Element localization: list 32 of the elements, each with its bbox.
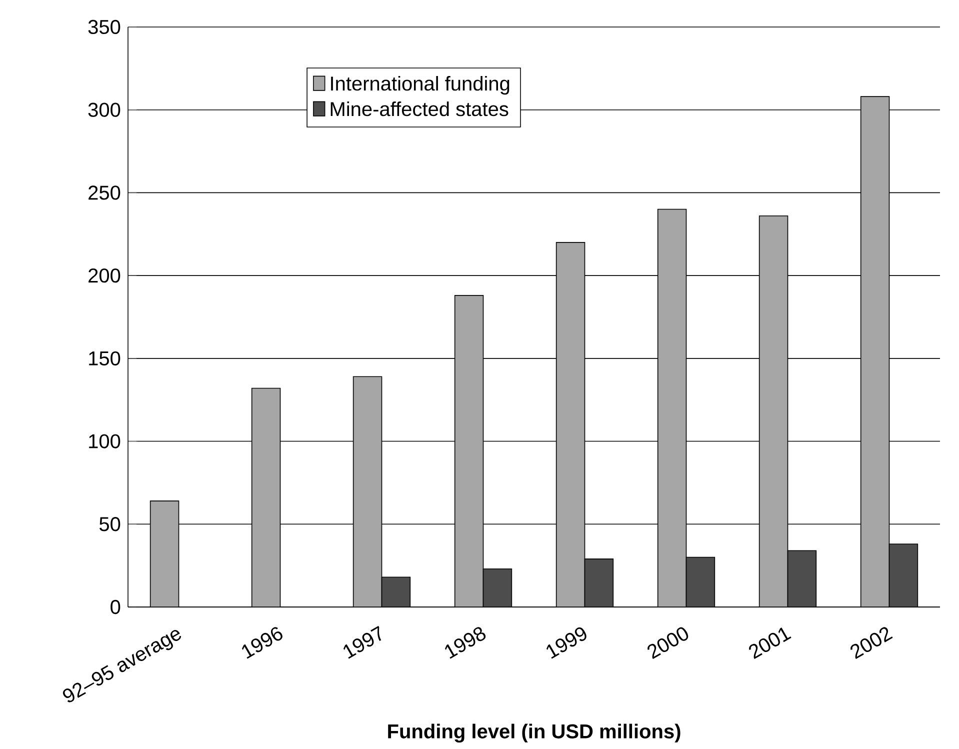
x-tick-label: 2002: [850, 627, 893, 659]
y-tick-label: 350: [88, 20, 120, 34]
bar: [482, 568, 512, 607]
y-tick-label: 200: [88, 268, 120, 283]
x-tick-label: 1998: [445, 627, 486, 659]
x-axis-title: Funding level (in USD millions): [388, 724, 680, 742]
legend-label: International funding: [331, 76, 510, 95]
bar: [758, 215, 788, 607]
bar: [352, 376, 382, 607]
bar: [454, 294, 484, 607]
y-tick-label: 300: [88, 102, 120, 117]
x-tick-label: 1997: [344, 626, 382, 659]
bar: [787, 550, 817, 607]
bar: [584, 558, 614, 607]
bar: [251, 388, 281, 607]
y-tick-label: 0: [110, 600, 120, 614]
x-tick-label: 2001: [749, 627, 792, 659]
x-tick-label: 1999: [546, 627, 586, 659]
y-tick-label: 100: [89, 434, 120, 448]
bar: [150, 500, 180, 607]
y-tick-label: 50: [100, 516, 120, 532]
bar: [657, 208, 687, 607]
y-tick-label: 250: [88, 186, 120, 200]
bar: [686, 556, 716, 607]
y-tick-label: 150: [89, 351, 120, 366]
legend-label: Mine-affected states: [330, 101, 508, 116]
x-tick-label: 1996: [242, 627, 282, 659]
bar: [381, 576, 411, 607]
bar: [860, 96, 890, 607]
bar: [888, 544, 918, 607]
bar: [556, 242, 586, 607]
x-tick-label: 2000: [648, 627, 688, 659]
